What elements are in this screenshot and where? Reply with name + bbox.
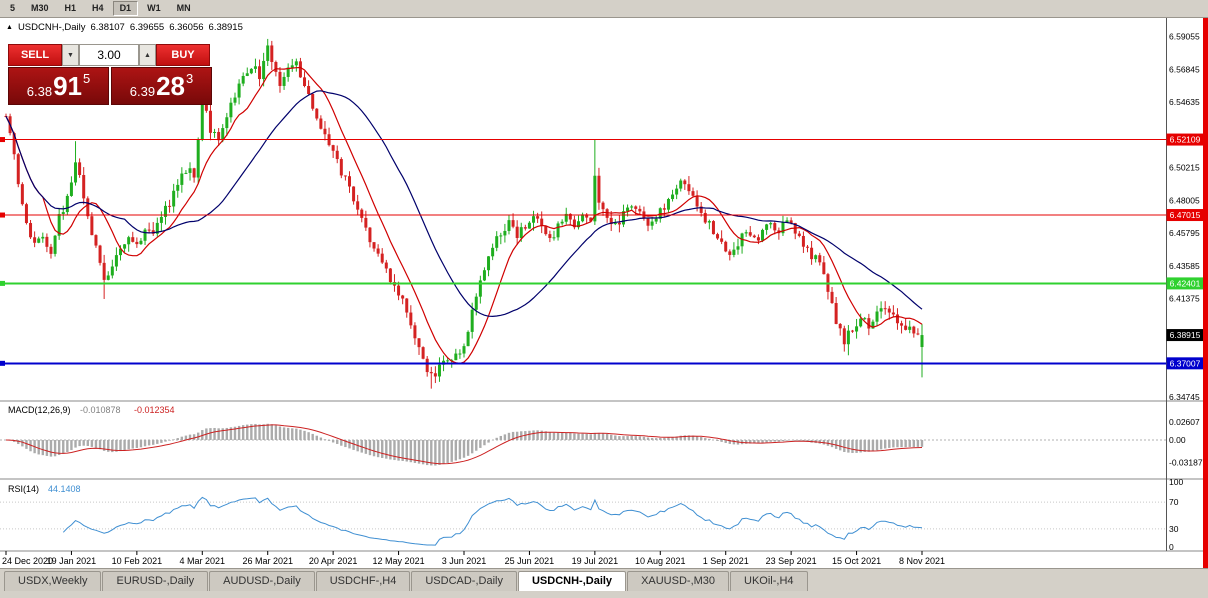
volume-input[interactable]	[79, 44, 139, 66]
svg-text:RSI(14): RSI(14)	[8, 484, 39, 494]
timeframe-button-mn[interactable]: MN	[169, 1, 198, 16]
svg-text:-0.03187: -0.03187	[1169, 457, 1203, 467]
svg-text:6.42401: 6.42401	[1170, 278, 1201, 288]
timeframe-button-h4[interactable]: H4	[85, 1, 111, 16]
svg-text:0.02607: 0.02607	[1169, 417, 1200, 427]
svg-text:6.47015: 6.47015	[1170, 210, 1201, 220]
ohlc-close-value: 6.38915	[208, 22, 243, 33]
svg-text:3 Jun 2021: 3 Jun 2021	[442, 556, 487, 566]
svg-text:1 Sep 2021: 1 Sep 2021	[703, 556, 749, 566]
svg-text:6.37007: 6.37007	[1170, 358, 1201, 368]
svg-text:70: 70	[1169, 497, 1179, 507]
svg-text:44.1408: 44.1408	[48, 484, 81, 494]
price-chart-canvas[interactable]: 6.59055 6.56845 6.54635 6.50215 6.48005 6.457…	[0, 18, 1208, 568]
right-edge-red-strip	[1203, 18, 1208, 568]
horizontal-level-lines[interactable]	[0, 137, 1166, 366]
timeframe-button-w1[interactable]: W1	[140, 1, 168, 16]
timeframe-toolbar: 5 M30 H1 H4 D1 W1 MN	[0, 0, 1208, 18]
buy-price-prefix: 6.39	[129, 84, 156, 99]
buy-price-big-digits: 28	[156, 71, 185, 101]
sell-price-prefix: 6.38	[26, 84, 53, 99]
ohlc-low-value: 6.36056	[169, 22, 204, 33]
sell-price-display[interactable]: 6.38 91 5	[8, 67, 109, 105]
svg-text:6.34745: 6.34745	[1169, 392, 1200, 402]
svg-text:-0.010878: -0.010878	[80, 405, 121, 415]
svg-text:20 Apr 2021: 20 Apr 2021	[309, 556, 358, 566]
svg-text:6.43585: 6.43585	[1169, 261, 1200, 271]
svg-text:26 Mar 2021: 26 Mar 2021	[242, 556, 293, 566]
chart-tabs-bar: USDX,Weekly EURUSD-,Daily AUDUSD-,Daily USD…	[0, 568, 1208, 598]
tab-ukoil-h4[interactable]: UKOil-,H4	[730, 571, 808, 591]
timeframe-button-m30[interactable]: M30	[24, 1, 56, 16]
svg-text:6.41375: 6.41375	[1169, 294, 1200, 304]
svg-text:-0.012354: -0.012354	[134, 405, 175, 415]
svg-text:8 Nov 2021: 8 Nov 2021	[899, 556, 945, 566]
svg-text:30: 30	[1169, 524, 1179, 534]
tab-eurusd-daily[interactable]: EURUSD-,Daily	[102, 571, 209, 591]
svg-text:19 Jan 2021: 19 Jan 2021	[47, 556, 97, 566]
macd-signal-line	[5, 424, 923, 465]
volume-increase-button[interactable]: ▲	[139, 44, 156, 66]
ohlc-high-value: 6.39655	[129, 22, 165, 33]
chart-ohlc-header: ▲ USDCNH-,Daily 6.38107 6.39655 6.36056 …	[6, 22, 243, 33]
ma-slow-line	[5, 90, 923, 318]
collapse-arrow-icon[interactable]: ▲	[6, 24, 13, 31]
svg-text:6.59055: 6.59055	[1169, 32, 1200, 42]
chart-container: 6.59055 6.56845 6.54635 6.50215 6.48005 6.457…	[0, 18, 1208, 568]
svg-text:25 Jun 2021: 25 Jun 2021	[505, 556, 555, 566]
svg-text:24 Dec 2020: 24 Dec 2020	[2, 556, 53, 566]
svg-text:10 Aug 2021: 10 Aug 2021	[635, 556, 686, 566]
svg-text:0.00: 0.00	[1169, 435, 1186, 445]
buy-button[interactable]: BUY	[156, 44, 210, 66]
ma-fast-line	[5, 66, 923, 365]
svg-text:6.38915: 6.38915	[1170, 330, 1201, 340]
svg-text:6.52109: 6.52109	[1170, 135, 1201, 145]
timeframe-button-d1[interactable]: D1	[112, 1, 139, 16]
svg-text:100: 100	[1169, 477, 1183, 487]
chart-symbol-label: USDCNH-,Daily	[17, 22, 86, 33]
timeframe-button-h1[interactable]: H1	[57, 1, 84, 16]
sell-price-big-digits: 91	[53, 71, 82, 101]
svg-text:6.56845: 6.56845	[1169, 64, 1200, 74]
one-click-trading-panel: SELL ▼ ▲ BUY 6.38 91 5 6.39 28 3	[8, 44, 212, 105]
sell-button[interactable]: SELL	[8, 44, 62, 66]
svg-text:10 Feb 2021: 10 Feb 2021	[112, 556, 163, 566]
rsi-line	[62, 496, 923, 546]
svg-text:6.48005: 6.48005	[1169, 195, 1200, 205]
volume-decrease-button[interactable]: ▼	[62, 44, 79, 66]
tab-audusd-daily[interactable]: AUDUSD-,Daily	[209, 571, 315, 591]
tab-usdchf-h4[interactable]: USDCHF-,H4	[315, 571, 411, 591]
macd-histogram	[8, 423, 924, 466]
tab-xauusd-m30[interactable]: XAUUSD-,M30	[627, 571, 730, 591]
tab-usdcnh-daily[interactable]: USDCNH-,Daily	[517, 571, 627, 591]
buy-price-superscript: 3	[186, 71, 194, 86]
svg-text:6.45795: 6.45795	[1169, 228, 1200, 238]
sell-price-superscript: 5	[83, 71, 91, 86]
svg-text:6.54635: 6.54635	[1169, 97, 1200, 107]
svg-text:23 Sep 2021: 23 Sep 2021	[766, 556, 817, 566]
ohlc-open-value: 6.38107	[90, 22, 125, 33]
svg-text:19 Jul 2021: 19 Jul 2021	[572, 556, 619, 566]
svg-text:12 May 2021: 12 May 2021	[373, 556, 425, 566]
price-axis: 6.59055 6.56845 6.54635 6.50215 6.48005 6.457…	[1166, 32, 1204, 402]
timeframe-button-5[interactable]: 5	[3, 1, 23, 16]
tab-usdcad-daily[interactable]: USDCAD-,Daily	[411, 571, 517, 591]
tab-usdx-weekly[interactable]: USDX,Weekly	[4, 571, 102, 591]
svg-text:4 Mar 2021: 4 Mar 2021	[180, 556, 226, 566]
svg-text:15 Oct 2021: 15 Oct 2021	[832, 556, 881, 566]
buy-price-display[interactable]: 6.39 28 3	[111, 67, 212, 105]
svg-text:0: 0	[1169, 542, 1174, 552]
svg-text:MACD(12,26,9): MACD(12,26,9)	[8, 405, 71, 415]
svg-text:6.50215: 6.50215	[1169, 163, 1200, 173]
